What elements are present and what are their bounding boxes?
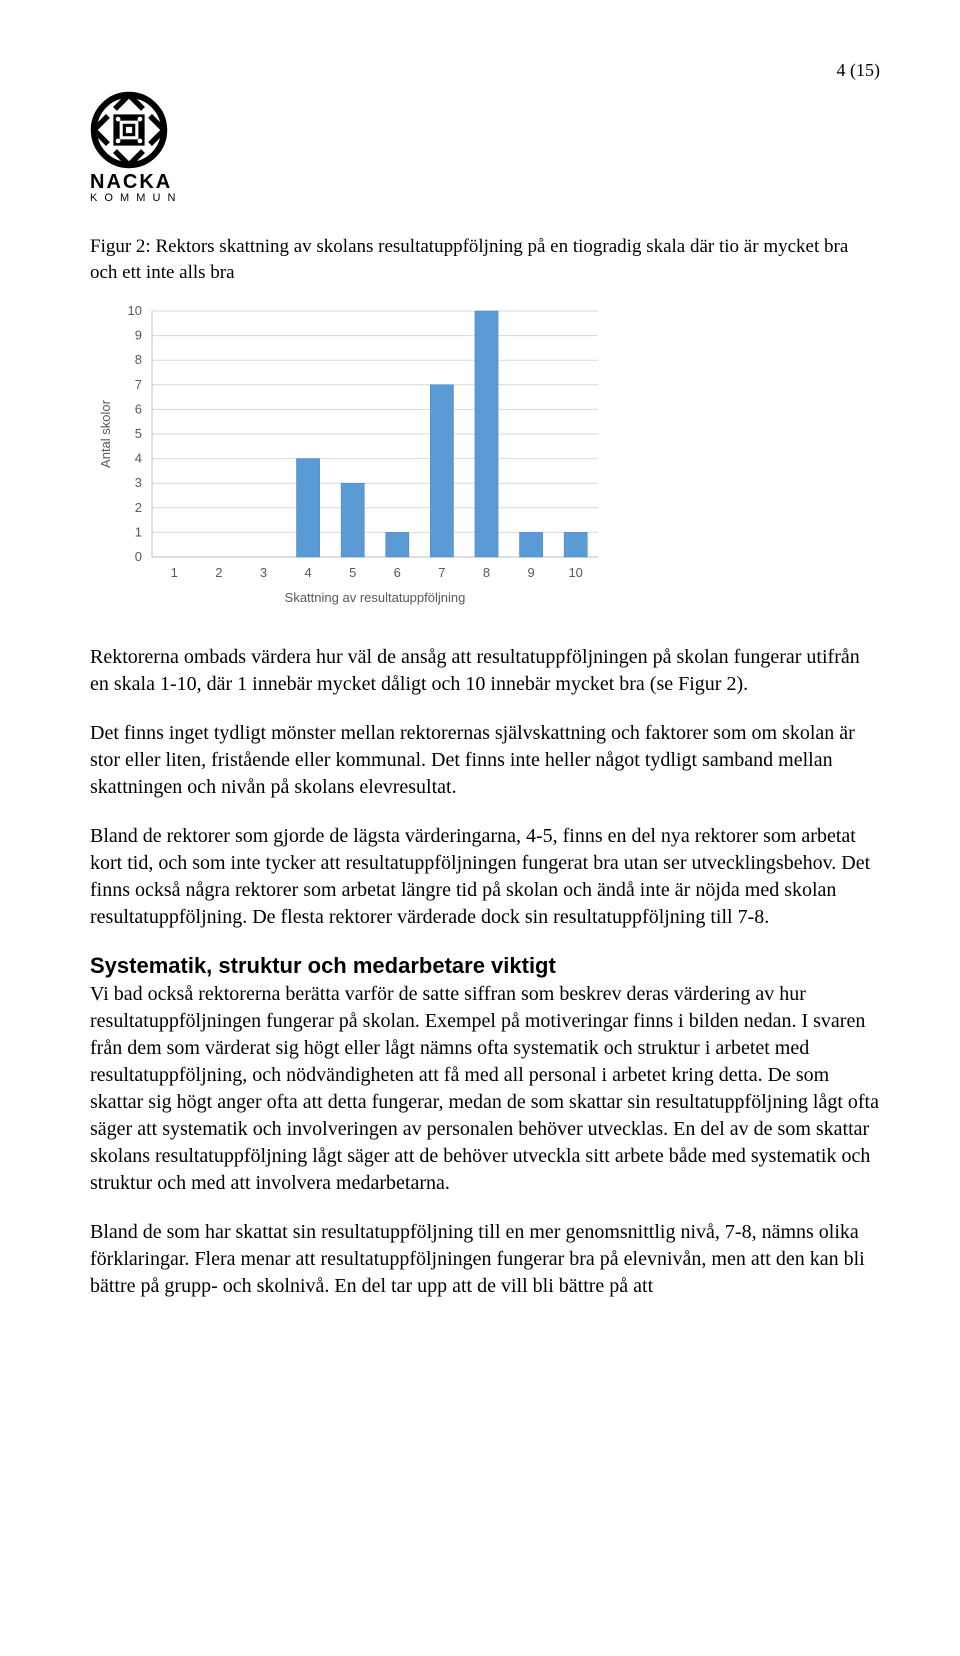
svg-text:1: 1 — [171, 565, 178, 580]
svg-text:6: 6 — [135, 402, 142, 417]
svg-text:Skattning av resultatuppföljni: Skattning av resultatuppföljning — [285, 590, 466, 605]
svg-text:7: 7 — [135, 377, 142, 392]
svg-text:5: 5 — [349, 565, 356, 580]
page-number: 4 (15) — [90, 60, 880, 81]
paragraph-1: Rektorerna ombads värdera hur väl de ans… — [90, 644, 880, 698]
svg-text:1: 1 — [135, 525, 142, 540]
svg-text:10: 10 — [568, 565, 582, 580]
figure-caption: Figur 2: Rektors skattning av skolans re… — [90, 234, 880, 285]
svg-text:8: 8 — [135, 352, 142, 367]
paragraph-4: Vi bad också rektorerna berätta varför d… — [90, 981, 880, 1197]
paragraph-5: Bland de som har skattat sin resultatupp… — [90, 1219, 880, 1300]
nacka-kommun-logo-icon — [90, 91, 168, 169]
svg-text:6: 6 — [394, 565, 401, 580]
svg-text:9: 9 — [135, 328, 142, 343]
svg-text:4: 4 — [304, 565, 311, 580]
section-heading: Systematik, struktur och medarbetare vik… — [90, 953, 880, 979]
svg-text:4: 4 — [135, 451, 142, 466]
paragraph-2: Det finns inget tydligt mönster mellan r… — [90, 720, 880, 801]
svg-text:9: 9 — [527, 565, 534, 580]
chart-container: 0 1 2 3 4 5 6 7 8 9 10 1 2 3 4 5 6 7 8 9 10 Antal skolor Skatt… — [90, 299, 880, 609]
paragraph-3: Bland de rektorer som gjorde de lägsta v… — [90, 823, 880, 931]
svg-text:0: 0 — [135, 549, 142, 564]
logo-line1: NACKA — [90, 171, 172, 194]
logo-line2: K O M M U N — [90, 192, 177, 204]
svg-text:7: 7 — [438, 565, 445, 580]
logo: NACKA K O M M U N — [90, 91, 190, 204]
svg-text:8: 8 — [483, 565, 490, 580]
svg-text:2: 2 — [215, 565, 222, 580]
svg-text:5: 5 — [135, 426, 142, 441]
bar-chart: 0 1 2 3 4 5 6 7 8 9 10 1 2 3 4 5 6 7 8 9 10 Antal skolor Skatt… — [90, 299, 610, 609]
svg-text:2: 2 — [135, 500, 142, 515]
svg-text:10: 10 — [128, 303, 142, 318]
svg-text:Antal skolor: Antal skolor — [98, 400, 113, 469]
svg-text:3: 3 — [260, 565, 267, 580]
svg-text:3: 3 — [135, 475, 142, 490]
